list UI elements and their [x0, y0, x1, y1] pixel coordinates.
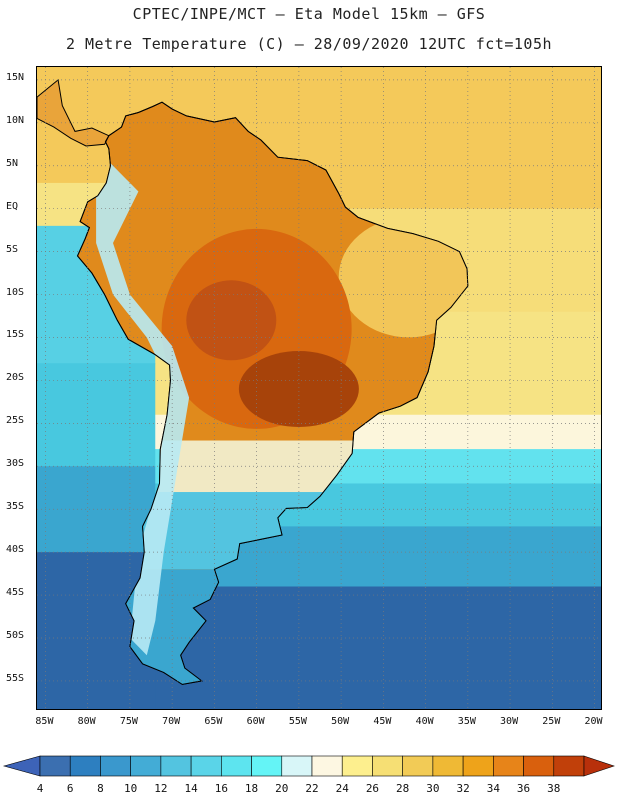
longitude-label: 60W: [246, 716, 265, 727]
colorbar-swatch: [553, 755, 585, 777]
longitude-label: 65W: [204, 716, 223, 727]
pacific-band-3: [37, 363, 156, 468]
colorbar-swatch: [190, 755, 222, 777]
colorbar-tick-label: 26: [365, 782, 380, 795]
longitude-label: 80W: [77, 716, 96, 727]
zone-hot-core: [238, 351, 359, 427]
zone-hot-west: [186, 280, 277, 361]
colorbar-tick-label: 12: [154, 782, 168, 795]
colorbar-swatch: [39, 755, 71, 777]
longitude-label: 45W: [373, 716, 392, 727]
latitude-label: 30S: [6, 458, 25, 470]
longitude-label: 30W: [500, 716, 519, 727]
colorbar-tick-label: 20: [275, 782, 289, 795]
latitude-label: 10N: [6, 114, 25, 126]
map-canvas: [37, 67, 601, 709]
colorbar-tick-label: 10: [124, 782, 138, 795]
longitude-label: 25W: [542, 716, 561, 727]
latitude-label: 25S: [6, 415, 25, 427]
map-subtitle: 2 Metre Temperature (C) – 28/09/2020 12U…: [65, 35, 553, 53]
longitude-label: 55W: [288, 716, 307, 727]
longitude-label: 40W: [415, 716, 434, 727]
colorbar-tick-label: 36: [516, 782, 531, 795]
latitude-label: EQ: [6, 200, 19, 212]
colorbar-swatch: [523, 755, 555, 777]
zone-andes: [96, 157, 190, 656]
colorbar-tick-label: 4: [36, 782, 44, 795]
colorbar-tick-label: 18: [244, 782, 259, 795]
colorbar-swatch: [69, 755, 101, 777]
colorbar-tick-label: 16: [214, 782, 228, 795]
colorbar-swatch: [341, 755, 373, 777]
longitude-label: 85W: [35, 716, 54, 727]
colorbar-swatch: [402, 755, 434, 777]
longitude-label: 75W: [119, 716, 138, 727]
colorbar-tick-label: 8: [97, 782, 104, 795]
colorbar-tick-label: 32: [456, 782, 470, 795]
colorbar-swatch: [432, 755, 464, 777]
pacific-band-4: [37, 466, 156, 554]
latitude-label: 15S: [6, 329, 25, 341]
colorbar-tick-label: 6: [66, 782, 74, 795]
colorbar-tick-label: 14: [184, 782, 198, 795]
colorbar-high-arrow: [583, 755, 615, 777]
colorbar-tick-label: 28: [396, 782, 410, 795]
colorbar-swatch: [130, 755, 162, 777]
colorbar-swatch: [493, 755, 524, 777]
colorbar-swatch: [100, 755, 131, 777]
colorbar-tick-label: 30: [426, 782, 440, 795]
latitude-label: 15N: [6, 71, 25, 83]
colorbar-swatch: [251, 755, 283, 777]
latitude-label: 5S: [6, 243, 19, 255]
colorbar-swatch: [372, 755, 403, 777]
zone-northeast: [338, 217, 468, 338]
colorbar-tick-label: 22: [305, 782, 319, 795]
temperature-map: [36, 66, 602, 710]
colorbar-swatch: [281, 755, 313, 777]
colorbar-low-arrow: [2, 755, 41, 777]
latitude-label: 40S: [6, 544, 25, 556]
latitude-label: 20S: [6, 372, 25, 384]
colorbar-swatch: [462, 755, 494, 777]
longitude-label: 50W: [331, 716, 350, 727]
colorbar-swatch: [160, 755, 192, 777]
latitude-label: 35S: [6, 501, 25, 513]
colorbar-tick-label: 38: [547, 782, 561, 795]
colorbar-tick-label: 24: [335, 782, 349, 795]
longitude-label: 70W: [162, 716, 181, 727]
latitude-label: 10S: [6, 286, 25, 298]
latitude-label: 45S: [6, 587, 25, 599]
colorbar: [2, 755, 615, 777]
coastline: [76, 101, 469, 685]
longitude-label: 20W: [584, 716, 603, 727]
map-title: CPTEC/INPE/MCT – Eta Model 15km – GFS: [132, 5, 486, 23]
latitude-label: 55S: [6, 672, 25, 684]
latitude-label: 50S: [6, 630, 25, 641]
longitude-label: 35W: [457, 716, 476, 727]
colorbar-swatch: [311, 755, 343, 777]
latitude-label: 5N: [6, 157, 19, 169]
colorbar-tick-label: 34: [486, 782, 500, 795]
colorbar-swatch: [221, 755, 252, 777]
